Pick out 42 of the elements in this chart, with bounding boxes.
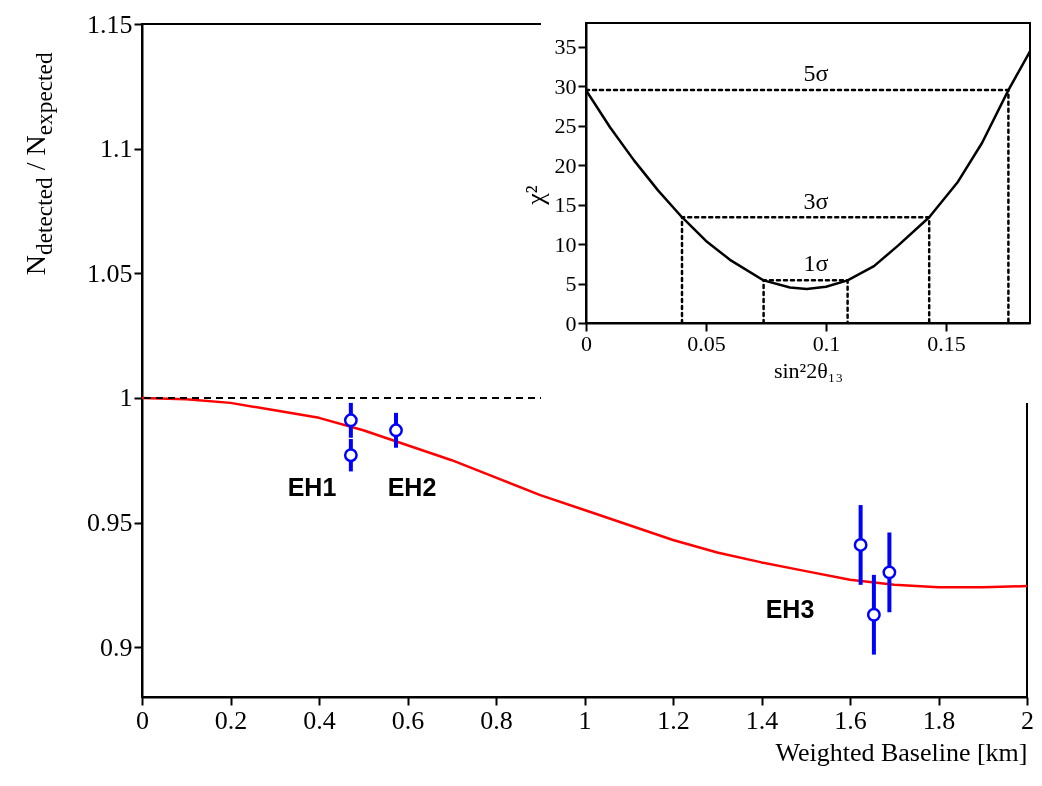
annotation: EH2 bbox=[387, 473, 437, 501]
y-tick-label: 0 bbox=[565, 310, 577, 336]
x-tick-label: 1.6 bbox=[834, 705, 867, 735]
x-tick-label: 0.2 bbox=[214, 705, 248, 735]
y-tick-label: 15 bbox=[554, 192, 577, 218]
x-tick-label: 0.1 bbox=[812, 330, 841, 356]
annotation: 1σ bbox=[803, 250, 829, 276]
annotation: EH3 bbox=[765, 595, 815, 623]
x-tick-label: 0.05 bbox=[687, 330, 726, 356]
y-axis-title: χ² bbox=[520, 184, 551, 207]
point bbox=[343, 413, 358, 428]
x-tick-label: 1.4 bbox=[745, 705, 779, 735]
x-tick-label: 1.8 bbox=[922, 705, 956, 735]
point bbox=[853, 538, 868, 552]
line-series bbox=[142, 396, 1027, 589]
y-tick-label: 10 bbox=[554, 231, 577, 257]
y-tick-label: 20 bbox=[554, 152, 577, 178]
y-tick-label: 5 bbox=[565, 271, 577, 297]
y-tick-label: 0.9 bbox=[100, 632, 133, 662]
y-tick-label: 30 bbox=[554, 73, 577, 99]
x-axis-title: sin²2θ₁₃ bbox=[773, 357, 844, 383]
x-tick-label: 0.15 bbox=[927, 330, 966, 356]
x-tick-label: 0.8 bbox=[480, 705, 513, 735]
point bbox=[882, 565, 897, 580]
annotation: 5σ bbox=[803, 60, 829, 86]
y-tick-label: 35 bbox=[554, 34, 577, 60]
annotation: 3σ bbox=[803, 188, 829, 214]
x-tick-label: 0.4 bbox=[303, 705, 336, 735]
x-tick-label: 0.6 bbox=[391, 705, 425, 735]
x-tick-label: 1.2 bbox=[657, 705, 690, 735]
x-axis-title: Weighted Baseline [km] bbox=[775, 737, 1028, 767]
y-tick-label: 1 bbox=[119, 383, 133, 413]
point bbox=[866, 607, 881, 622]
y-tick-label: 0.95 bbox=[87, 508, 133, 538]
y-tick-label: 1.1 bbox=[100, 134, 133, 164]
y-tick-label: 25 bbox=[554, 113, 577, 139]
y-tick-label: 1.15 bbox=[87, 9, 133, 39]
point bbox=[343, 448, 358, 463]
y-tick-label: 1.05 bbox=[87, 258, 133, 288]
point bbox=[389, 423, 403, 438]
annotation: EH1 bbox=[287, 473, 337, 501]
x-tick-label: 2 bbox=[1021, 705, 1034, 735]
